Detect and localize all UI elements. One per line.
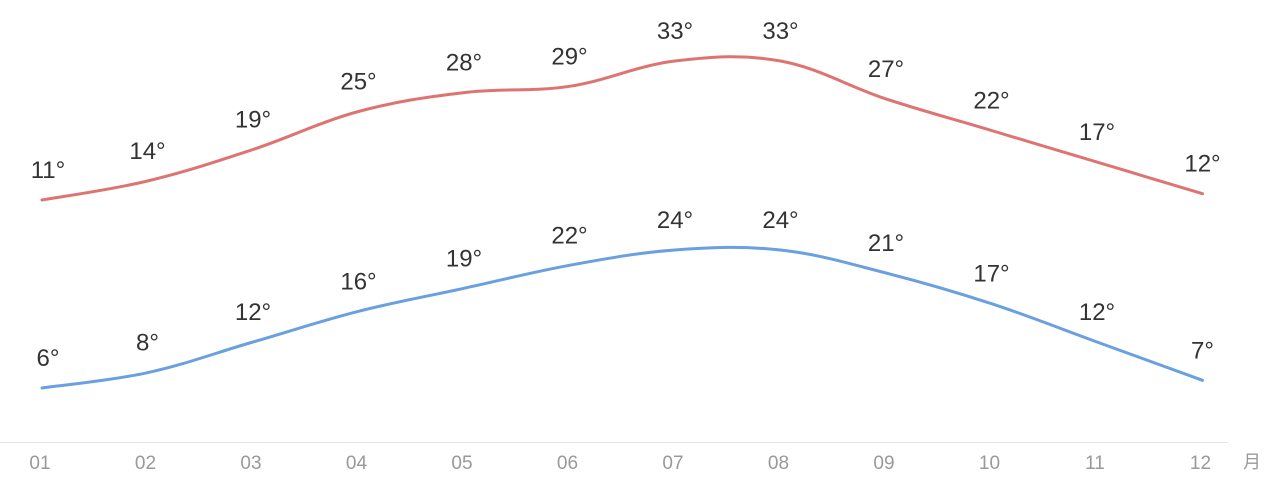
data-label-low-08: 24° bbox=[762, 207, 798, 234]
data-label-low-07: 24° bbox=[657, 207, 693, 234]
data-label-high-07: 33° bbox=[657, 18, 693, 45]
x-tick-label-08: 08 bbox=[768, 453, 789, 474]
x-tick-label-12: 12 bbox=[1190, 453, 1211, 474]
data-label-low-05: 19° bbox=[446, 245, 482, 272]
data-label-high-01: 11° bbox=[31, 157, 66, 184]
data-label-low-12: 7° bbox=[1191, 337, 1214, 364]
data-label-low-03: 12° bbox=[235, 299, 271, 326]
x-tick-label-04: 04 bbox=[346, 453, 368, 474]
x-tick-layer: 01 02 03 04 05 06 07 08 09 10 11 12 bbox=[29, 453, 1211, 474]
data-label-low-11: 12° bbox=[1079, 299, 1115, 326]
data-label-high-06: 29° bbox=[551, 43, 587, 70]
data-label-high-10: 22° bbox=[973, 88, 1009, 115]
data-label-low-10: 17° bbox=[973, 261, 1009, 288]
x-tick-label-01: 01 bbox=[29, 453, 50, 474]
data-label-high-08: 33° bbox=[762, 18, 798, 45]
x-tick-label-05: 05 bbox=[451, 453, 472, 474]
x-axis-unit-label: 月 bbox=[1243, 452, 1261, 473]
x-tick-label-10: 10 bbox=[979, 453, 1000, 474]
data-label-high-12: 12° bbox=[1184, 151, 1220, 178]
data-label-low-04: 16° bbox=[340, 268, 376, 295]
data-label-high-04: 25° bbox=[340, 69, 376, 96]
x-tick-label-11: 11 bbox=[1085, 453, 1105, 474]
series-line-high bbox=[40, 55, 1204, 202]
x-tick-label-09: 09 bbox=[873, 453, 894, 474]
data-label-high-09: 27° bbox=[868, 56, 904, 83]
data-label-high-03: 19° bbox=[235, 106, 271, 133]
data-label-low-06: 22° bbox=[551, 222, 587, 249]
x-tick-label-06: 06 bbox=[557, 453, 578, 474]
data-label-low-01: 6° bbox=[37, 345, 60, 372]
value-label-layer: 11° 14° 19° 25° 28° 29° 33° 33° 27° 22° 17° 12° 6° 8°… bbox=[31, 18, 1221, 372]
data-label-high-05: 28° bbox=[446, 50, 482, 77]
x-tick-label-07: 07 bbox=[662, 453, 683, 474]
data-label-high-11: 17° bbox=[1079, 119, 1115, 146]
x-tick-label-03: 03 bbox=[240, 453, 261, 474]
x-tick-label-02: 02 bbox=[135, 453, 156, 474]
data-label-low-09: 21° bbox=[868, 230, 904, 257]
data-label-high-02: 14° bbox=[129, 138, 165, 165]
series-line-low bbox=[40, 245, 1204, 390]
data-label-low-02: 8° bbox=[136, 330, 159, 357]
series-layer bbox=[40, 55, 1204, 390]
